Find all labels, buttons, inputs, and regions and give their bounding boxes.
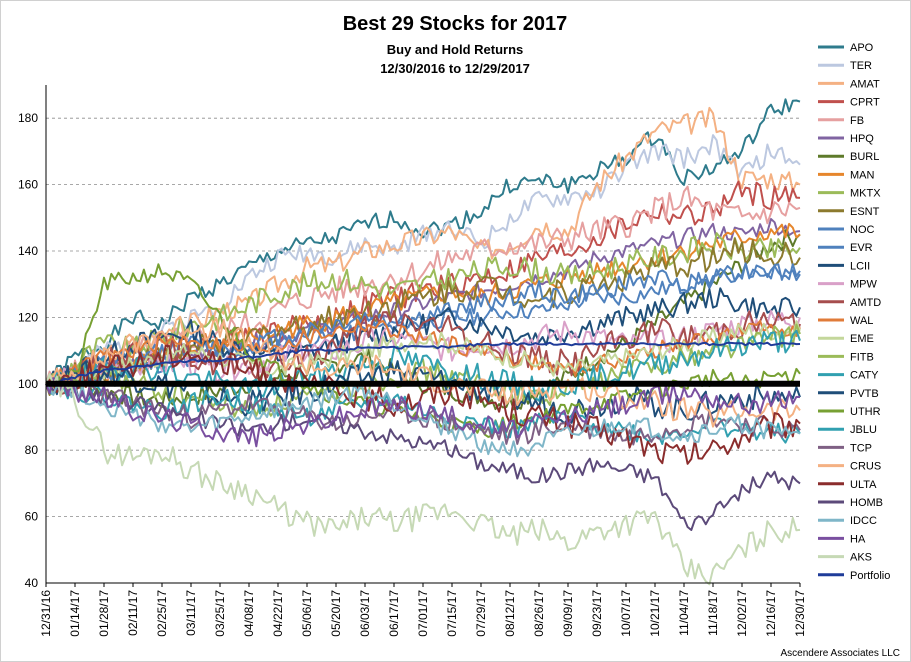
x-tick-label: 10/07/17 xyxy=(619,590,633,637)
legend-label: MKTX xyxy=(850,188,881,200)
chart-date-range: 12/30/2016 to 12/29/2017 xyxy=(380,61,530,76)
x-tick-label: 03/11/17 xyxy=(184,590,198,636)
series-line-apo xyxy=(45,98,801,385)
x-tick-label: 08/12/17 xyxy=(503,590,517,637)
y-tick-label: 140 xyxy=(18,244,38,258)
x-tick-label: 06/03/17 xyxy=(358,590,372,637)
legend-label: UTHR xyxy=(850,406,881,418)
legend-label: TCP xyxy=(850,442,872,454)
legend-label: ESNT xyxy=(850,206,880,218)
x-tick-label: 12/16/17 xyxy=(764,590,778,637)
series-line-eme xyxy=(45,320,801,392)
legend-label: FB xyxy=(850,115,864,127)
series-line-ter xyxy=(45,134,801,389)
x-tick-label: 12/30/17 xyxy=(793,590,807,637)
legend-label: PVTB xyxy=(850,388,879,400)
legend-label: CPRT xyxy=(850,97,880,109)
x-tick-label: 01/14/17 xyxy=(68,590,82,637)
x-tick-label: 07/15/17 xyxy=(445,590,459,637)
legend-label: WAL xyxy=(850,315,873,327)
legend-label: BURL xyxy=(850,151,879,163)
x-tick-label: 12/02/17 xyxy=(735,590,749,637)
y-tick-label: 60 xyxy=(25,510,39,524)
chart-subtitle: Buy and Hold Returns xyxy=(387,42,524,57)
y-tick-label: 180 xyxy=(18,111,38,125)
legend-label: LCII xyxy=(850,260,870,272)
legend-label: MPW xyxy=(850,279,878,291)
x-tick-label: 02/11/17 xyxy=(126,590,140,636)
x-tick-label: 11/18/17 xyxy=(706,590,720,636)
series-line-idcc xyxy=(45,381,801,458)
x-tick-label: 11/04/17 xyxy=(677,590,691,636)
y-tick-label: 120 xyxy=(18,310,38,324)
x-tick-label: 01/28/17 xyxy=(97,590,111,637)
x-tick-label: 12/31/16 xyxy=(39,590,53,637)
x-tick-label: 04/08/17 xyxy=(242,590,256,637)
series-line-pvtb xyxy=(45,360,801,425)
legend-label: HA xyxy=(850,533,866,545)
series-lines xyxy=(45,98,801,586)
x-tick-label: 04/22/17 xyxy=(271,590,285,637)
legend-label: EME xyxy=(850,333,874,345)
series-line-caty xyxy=(45,329,801,402)
x-tick-label: 06/17/17 xyxy=(387,590,401,637)
chart-title: Best 29 Stocks for 2017 xyxy=(343,13,568,35)
legend-label: AMTD xyxy=(850,297,881,309)
legend-label: AKS xyxy=(850,552,872,564)
legend: APO TER AMAT CPRT FB HPQ BURL MAN MKTX ESNT NOC EVR… xyxy=(818,42,890,582)
x-axis-ticks: 12/31/16 01/14/17 01/28/17 02/11/17 02/25/17… xyxy=(39,583,807,637)
legend-label: Portfolio xyxy=(850,570,890,582)
x-tick-label: 05/20/17 xyxy=(329,590,343,637)
legend-label: JBLU xyxy=(850,424,877,436)
plot-axes xyxy=(45,85,800,584)
legend-label: TER xyxy=(850,60,872,72)
legend-label: CRUS xyxy=(850,461,881,473)
x-tick-label: 09/23/17 xyxy=(590,590,604,637)
y-tick-label: 160 xyxy=(18,178,38,192)
legend-label: EVR xyxy=(850,242,873,254)
x-tick-label: 05/06/17 xyxy=(300,590,314,637)
legend-label: ULTA xyxy=(850,479,877,491)
x-tick-label: 07/29/17 xyxy=(474,590,488,637)
x-tick-label: 07/01/17 xyxy=(416,590,430,637)
series-line-aks xyxy=(45,373,801,586)
legend-label: HPQ xyxy=(850,133,874,145)
series-line-homb xyxy=(45,382,801,531)
y-tick-label: 100 xyxy=(18,377,38,391)
credit-text: Ascendere Associates LLC xyxy=(780,648,900,659)
series-line-ha xyxy=(45,377,801,448)
x-tick-label: 10/21/17 xyxy=(648,590,662,637)
legend-label: NOC xyxy=(850,224,875,236)
legend-label: FITB xyxy=(850,351,874,363)
legend-label: CATY xyxy=(850,370,879,382)
legend-label: HOMB xyxy=(850,497,883,509)
series-line-lcii xyxy=(45,287,801,387)
y-axis-ticks: 40 60 80 100 120 140 160 180 xyxy=(18,111,38,590)
legend-label: IDCC xyxy=(850,515,877,527)
y-tick-label: 80 xyxy=(25,443,39,457)
x-tick-label: 09/09/17 xyxy=(561,590,575,637)
series-line-portfolio xyxy=(45,341,801,385)
series-line-crus xyxy=(45,315,801,428)
series-line-ulta xyxy=(45,344,801,465)
x-tick-label: 02/25/17 xyxy=(155,590,169,637)
legend-label: AMAT xyxy=(850,78,880,90)
legend-label: MAN xyxy=(850,169,875,181)
series-line-wal xyxy=(45,319,801,391)
y-tick-label: 40 xyxy=(25,576,39,590)
legend-label: APO xyxy=(850,42,874,54)
x-tick-label: 08/26/17 xyxy=(532,590,546,637)
x-tick-label: 03/25/17 xyxy=(213,590,227,637)
